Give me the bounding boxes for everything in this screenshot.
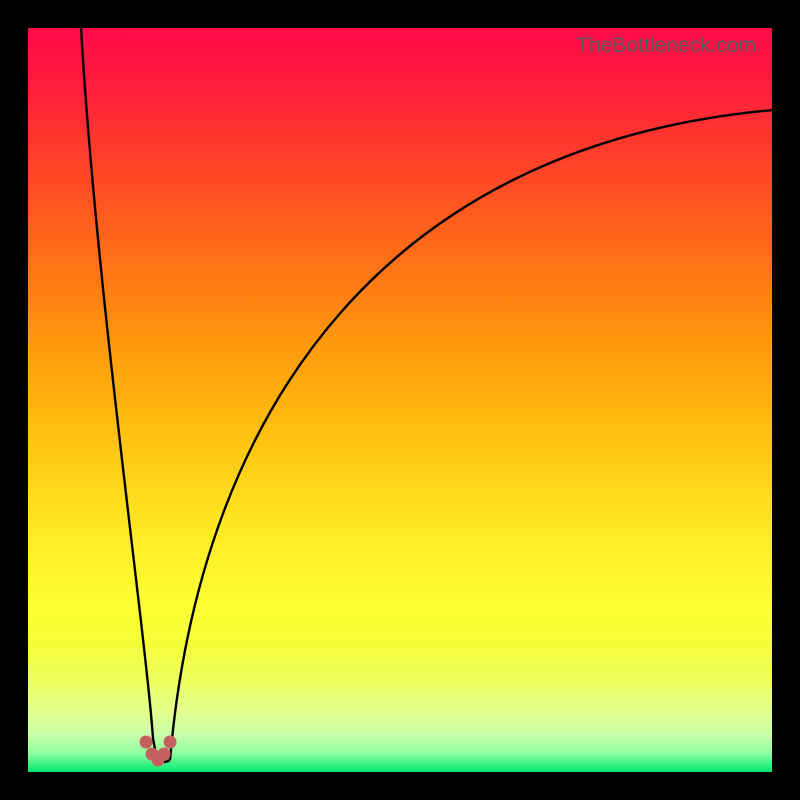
dip-marker (158, 748, 171, 761)
bottleneck-curve (28, 28, 772, 772)
plot-area (28, 28, 772, 772)
dip-marker (164, 736, 177, 749)
dip-marker (140, 736, 153, 749)
chart-frame: TheBottleneck.com (0, 0, 800, 800)
curve-right-branch (170, 108, 772, 760)
curve-left-branch (81, 28, 158, 760)
watermark-text: TheBottleneck.com (576, 34, 756, 58)
